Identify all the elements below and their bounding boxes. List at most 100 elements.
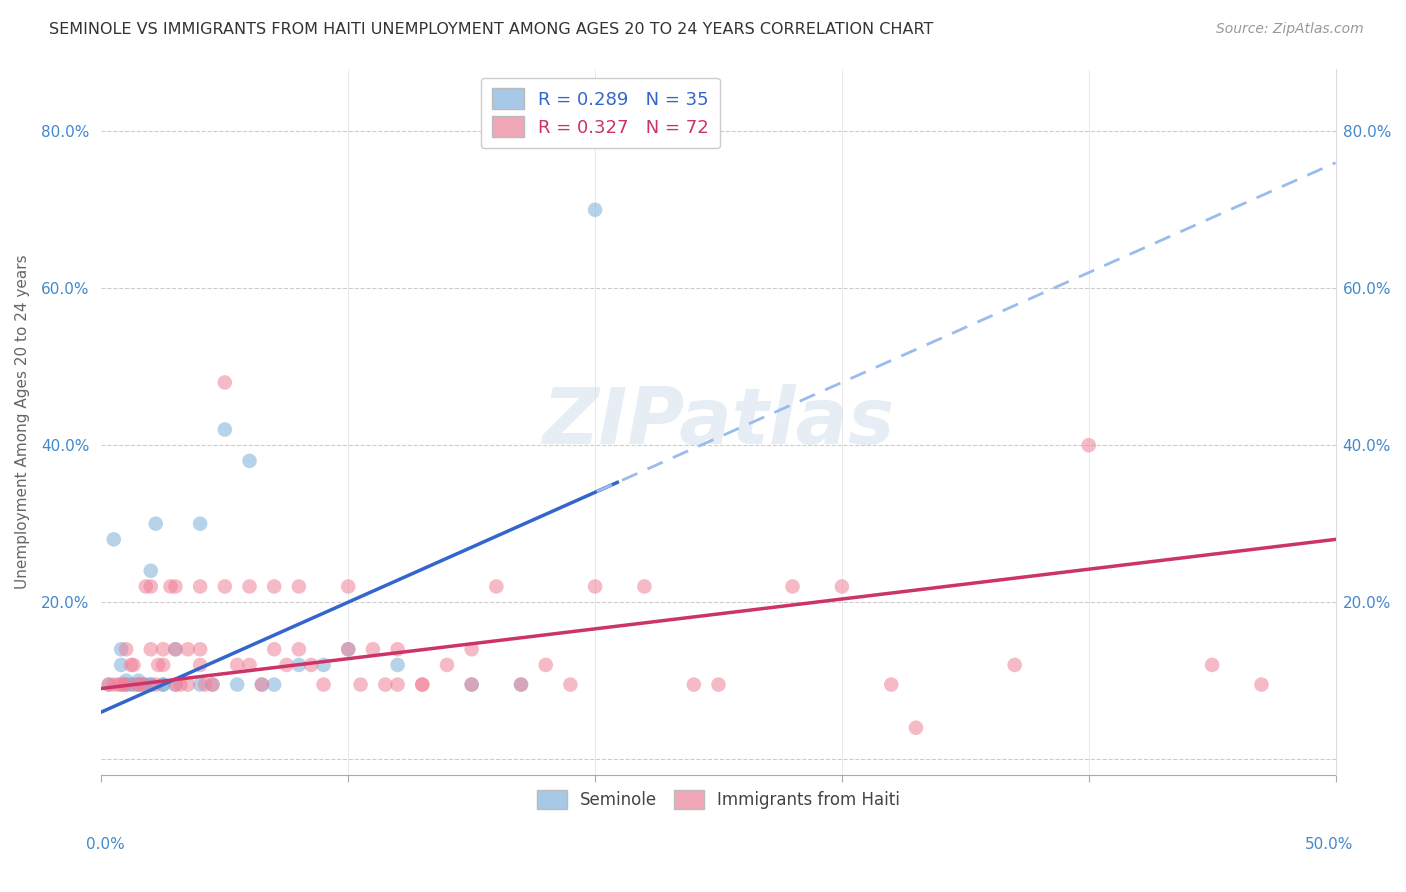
Point [177,642,200,657]
Point [139,564,162,578]
Text: 0.0%: 0.0% [86,837,125,852]
Text: SEMINOLE VS IMMIGRANTS FROM HAITI UNEMPLOYMENT AMONG AGES 20 TO 24 YEARS CORRELA: SEMINOLE VS IMMIGRANTS FROM HAITI UNEMPL… [49,22,934,37]
Point [122,677,145,691]
Point [238,579,260,593]
Point [1077,438,1099,452]
Point [132,677,155,691]
Point [880,677,903,691]
Point [349,677,371,691]
Point [188,579,211,593]
Point [707,677,730,691]
Point [387,677,409,691]
Point [103,677,125,691]
Point [110,642,132,657]
Point [374,677,396,691]
Point [132,677,155,691]
Point [633,579,655,593]
Point [115,642,138,657]
Point [436,657,458,672]
Point [460,677,482,691]
Point [165,642,187,657]
Point [152,642,174,657]
Point [120,677,142,691]
Point [337,642,360,657]
Point [201,677,224,691]
Point [165,677,187,691]
Point [188,677,211,691]
Point [250,677,273,691]
Point [97,677,120,691]
Point [1250,677,1272,691]
Point [485,579,508,593]
Point [312,677,335,691]
Point [411,677,433,691]
Point [411,677,433,691]
Point [337,579,360,593]
Point [139,642,162,657]
Point [214,376,236,390]
Point [122,657,145,672]
Point [583,202,606,217]
Point [312,657,335,672]
Point [145,677,167,691]
Point [139,677,162,691]
Point [238,657,260,672]
Point [152,677,174,691]
Point [276,657,298,672]
Text: Source: ZipAtlas.com: Source: ZipAtlas.com [1216,22,1364,37]
Point [214,579,236,593]
Point [127,677,149,691]
Point [250,677,273,691]
Point [135,579,157,593]
Point [201,677,224,691]
Point [145,516,167,531]
Point [682,677,704,691]
Text: ZIPatlas: ZIPatlas [543,384,894,459]
Point [115,677,138,691]
Point [831,579,853,593]
Point [165,677,187,691]
Point [165,579,187,593]
Point [226,677,249,691]
Point [188,657,211,672]
Point [263,677,285,691]
Point [139,579,162,593]
Y-axis label: Unemployment Among Ages 20 to 24 years: Unemployment Among Ages 20 to 24 years [15,254,30,589]
Point [148,657,170,672]
Point [288,657,311,672]
Point [120,657,142,672]
Point [583,579,606,593]
Point [194,677,217,691]
Point [112,677,135,691]
Point [127,677,149,691]
Legend: Seminole, Immigrants from Haiti: Seminole, Immigrants from Haiti [530,783,907,816]
Point [188,642,211,657]
Point [177,677,200,691]
Point [387,642,409,657]
Point [510,677,533,691]
Point [135,677,157,691]
Point [263,579,285,593]
Point [238,454,260,468]
Point [361,642,384,657]
Point [510,677,533,691]
Point [560,677,582,691]
Point [337,642,360,657]
Text: 50.0%: 50.0% [1305,837,1353,852]
Point [1004,657,1026,672]
Point [534,657,557,672]
Point [263,642,285,657]
Point [107,677,129,691]
Point [288,579,311,593]
Point [103,533,125,547]
Point [97,677,120,691]
Point [387,657,409,672]
Point [460,642,482,657]
Point [159,579,181,593]
Point [115,677,138,691]
Point [127,673,149,688]
Point [288,642,311,657]
Point [165,642,187,657]
Point [127,677,149,691]
Point [226,657,249,672]
